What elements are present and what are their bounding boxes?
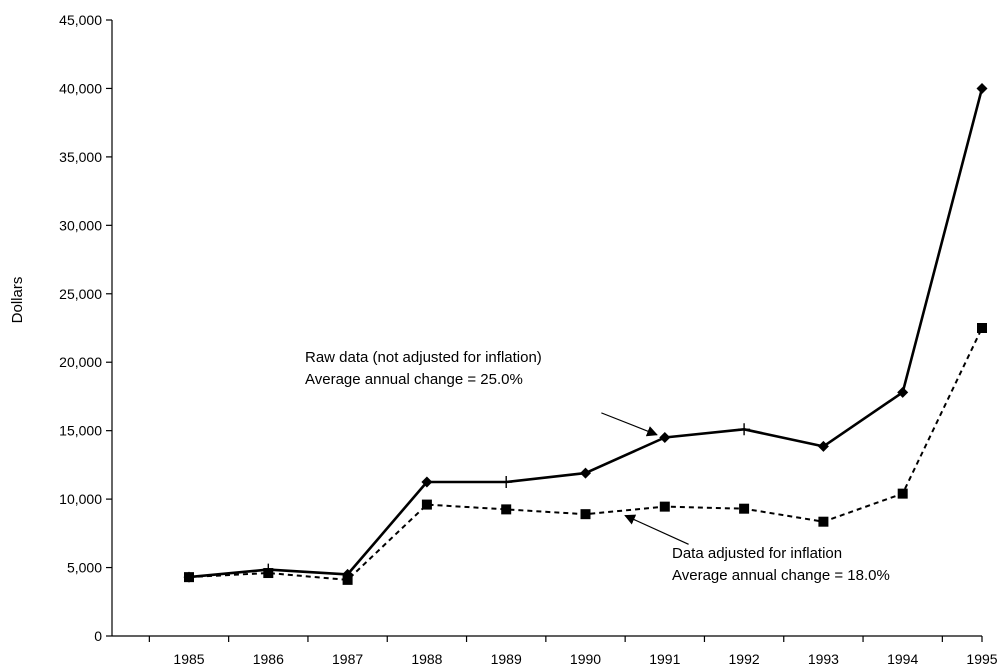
x-tick-label: 1993 [808,651,839,667]
y-tick-label: 0 [94,628,102,644]
x-tick-label: 1986 [253,651,284,667]
data-point-square [342,574,353,585]
data-point-diamond [421,476,433,488]
series-1 [183,82,988,583]
data-point-diamond [976,82,988,94]
x-tick-label: 1988 [411,651,442,667]
annotation-arrow [601,412,658,437]
data-point-diamond [817,440,829,452]
data-point-square [184,572,194,583]
x-tick-label: 1991 [649,651,680,667]
axes: 0 5,000 10,000 15,000 20,000 25,000 30,000 35,0… [59,12,998,667]
y-tick-label: 15,000 [59,423,102,439]
series-2 [184,323,987,585]
annotation-arrow [624,514,689,545]
data-point-diamond [659,432,671,444]
x-tick-label: 1994 [887,651,918,667]
annotation-text: Average annual change = 25.0% [305,371,523,388]
x-tick-label: 1985 [173,651,204,667]
data-point-square [818,516,829,527]
annotation-1: Raw data (not adjusted for inflation) Ave… [305,349,658,437]
y-axis-label: Dollars [9,277,26,324]
x-tick-label: 1995 [966,651,997,667]
data-point-square [739,503,750,514]
y-tick-label: 5,000 [67,560,102,576]
annotation-text: Raw data (not adjusted for inflation) [305,349,542,366]
y-tick-label: 45,000 [59,12,102,28]
data-point-square [263,568,274,579]
annotation-text: Data adjusted for inflation [672,545,842,562]
y-tick-label: 30,000 [59,217,102,233]
annotation-text: Average annual change = 18.0% [672,567,890,584]
y-tick-label: 10,000 [59,491,102,507]
y-tick-label: 20,000 [59,354,102,370]
x-tick-label: 1990 [570,651,601,667]
data-point-square [421,499,432,510]
annotation-2: Data adjusted for inflation Average annua… [624,514,890,584]
data-point-plus [500,476,513,488]
y-tick-label: 25,000 [59,286,102,302]
series-1-line [188,88,984,579]
series-group [183,82,988,585]
data-point-square [659,501,670,512]
x-tick-label: 1987 [332,651,363,667]
x-tick-label: 1992 [729,651,760,667]
y-tick-label: 35,000 [59,149,102,165]
data-point-square [897,488,908,499]
annotations-group: Raw data (not adjusted for inflation) Ave… [305,349,890,584]
data-point-square [501,504,512,515]
data-point-diamond [897,386,909,398]
data-point-diamond [580,467,591,479]
data-point-square [977,323,987,333]
x-tick-label: 1989 [491,651,522,667]
data-point-square [580,509,591,520]
data-point-plus [738,423,751,436]
y-tick-label: 40,000 [59,80,102,96]
